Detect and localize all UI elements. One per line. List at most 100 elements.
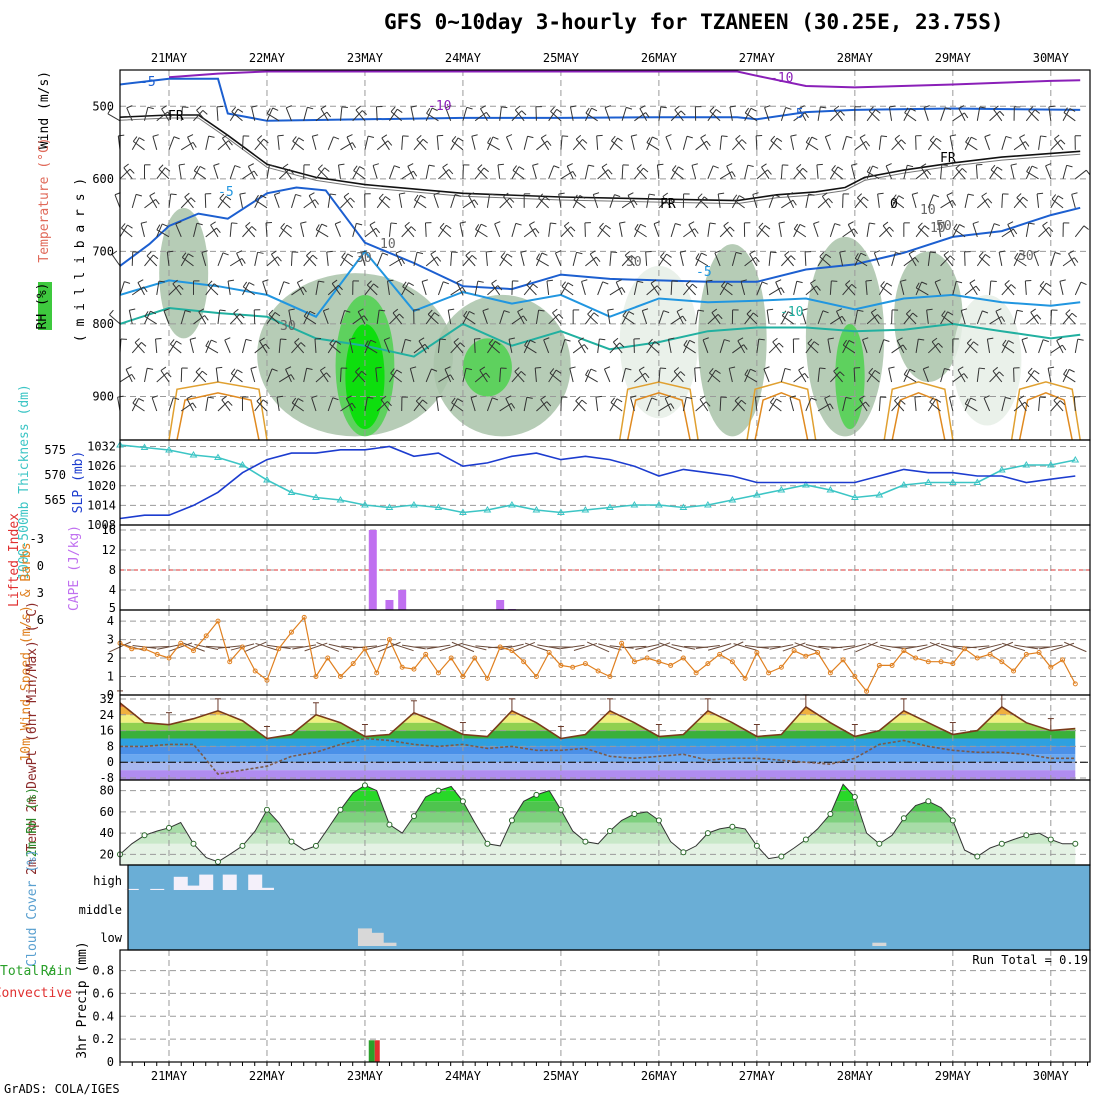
wind-barb-flag xyxy=(451,397,456,404)
wind-barb xyxy=(1001,397,1006,412)
wind10-point xyxy=(227,659,233,665)
wind-barb xyxy=(1042,225,1052,238)
wind-barb-10m xyxy=(622,645,647,649)
wind-barb xyxy=(144,107,149,121)
wind-barb xyxy=(989,280,992,295)
wind-barb-flag xyxy=(331,279,338,284)
wind-barb xyxy=(878,396,881,412)
wind-barb-flag xyxy=(726,163,733,167)
wind-barb-flag xyxy=(448,169,454,175)
wind-barb-flag xyxy=(450,374,454,381)
wind-barb-flag xyxy=(1071,312,1077,318)
wind-barb xyxy=(906,313,917,325)
wind-barb-flag xyxy=(894,396,900,401)
wind-barb xyxy=(511,110,523,122)
wind-barb xyxy=(215,368,219,383)
date-label-bottom: 25MAY xyxy=(543,1069,580,1083)
wind-barb xyxy=(193,110,204,122)
wind-barb-flag xyxy=(169,339,175,345)
wind-barb xyxy=(695,258,709,267)
wind-barb-flag xyxy=(314,199,319,205)
wind-barb xyxy=(1027,372,1039,383)
wind-barb-flag xyxy=(394,165,401,169)
wind-barb-flag xyxy=(257,251,264,254)
wind-barb xyxy=(737,340,746,354)
wind-barb xyxy=(424,222,427,237)
wind-barb xyxy=(866,165,874,180)
wind-barb-flag xyxy=(903,369,908,375)
wind-barb xyxy=(254,138,265,151)
wind-barb-flag xyxy=(285,366,292,370)
contour-label: -5 xyxy=(140,75,156,90)
wind-barb-flag xyxy=(996,166,1003,171)
cloud-level-label: middle xyxy=(79,903,122,917)
wind-barb xyxy=(475,229,488,238)
rh-point xyxy=(508,817,515,824)
wind-barb-flag xyxy=(483,167,489,173)
wind-barb xyxy=(163,310,170,325)
wind-barb xyxy=(695,401,707,412)
wind-barb-flag xyxy=(286,105,292,109)
wind-barb xyxy=(1068,253,1076,267)
wind-barb-flag xyxy=(622,310,627,317)
wind-barb xyxy=(133,140,145,151)
wind-barb-flag xyxy=(564,339,571,342)
wind-barb-flag xyxy=(914,257,920,263)
wind-barb xyxy=(500,256,513,267)
wind-barb-flag xyxy=(650,279,657,284)
wind-barb-flag xyxy=(187,134,194,138)
wind-barb-flag xyxy=(380,395,387,401)
wind-barb xyxy=(146,255,158,267)
wind-barb xyxy=(450,286,463,296)
wind-barb-flag xyxy=(1024,401,1030,408)
wind-barb xyxy=(389,108,398,122)
wind-barb xyxy=(641,310,648,325)
wind-barb-flag xyxy=(848,221,854,225)
wind-barb xyxy=(749,253,758,267)
wind-barb xyxy=(870,312,880,325)
wind-barb-flag xyxy=(430,250,437,255)
wind-barb-flag xyxy=(361,250,368,253)
wind-barb-flag xyxy=(1034,370,1040,375)
wind-barb xyxy=(573,199,586,209)
wind-barb xyxy=(149,195,158,209)
wind10-point xyxy=(913,655,919,661)
wind-barb-flag xyxy=(822,192,828,197)
wind-barb xyxy=(1030,312,1039,325)
wind-barb-flag xyxy=(522,315,528,322)
thickness-point xyxy=(434,503,443,510)
wind-barb-flag xyxy=(492,136,499,140)
wind-barb xyxy=(376,196,386,209)
wind-barb-10m xyxy=(916,642,940,652)
wind-barb-flag xyxy=(831,165,836,171)
wind-barb xyxy=(796,168,807,180)
wind-barb-flag xyxy=(166,372,172,378)
wind-barb-flag xyxy=(834,223,841,226)
wind-barb-flag xyxy=(526,280,532,286)
wind-barb-flag xyxy=(228,140,233,146)
wind-barb xyxy=(1018,398,1027,412)
wind-barb xyxy=(213,165,219,179)
wind-barb-flag xyxy=(572,171,577,177)
wind-barb xyxy=(931,341,941,354)
wind-barb-flag xyxy=(1008,340,1014,344)
wind-barb xyxy=(217,196,227,209)
wind10-point xyxy=(154,651,160,657)
wind-barb-flag xyxy=(259,337,265,342)
wind-barb-flag xyxy=(871,308,877,313)
wind-barb xyxy=(804,251,807,266)
wind-barb-flag xyxy=(1059,400,1065,405)
wind-barb-flag xyxy=(326,250,333,253)
wind10m-panel xyxy=(108,610,1090,696)
wind-barb-flag xyxy=(676,308,683,312)
wind-barb-flag xyxy=(857,193,863,199)
wind-barb-flag xyxy=(227,279,235,282)
wind-barb xyxy=(915,225,925,238)
wind-barb-flag xyxy=(540,395,546,400)
wind10-point xyxy=(827,670,833,676)
wind10-point xyxy=(766,670,772,676)
wind-barb xyxy=(140,223,145,237)
wind-barb-flag xyxy=(182,106,189,108)
wind-barb-flag xyxy=(300,221,307,224)
wind-barb-flag xyxy=(865,279,872,282)
